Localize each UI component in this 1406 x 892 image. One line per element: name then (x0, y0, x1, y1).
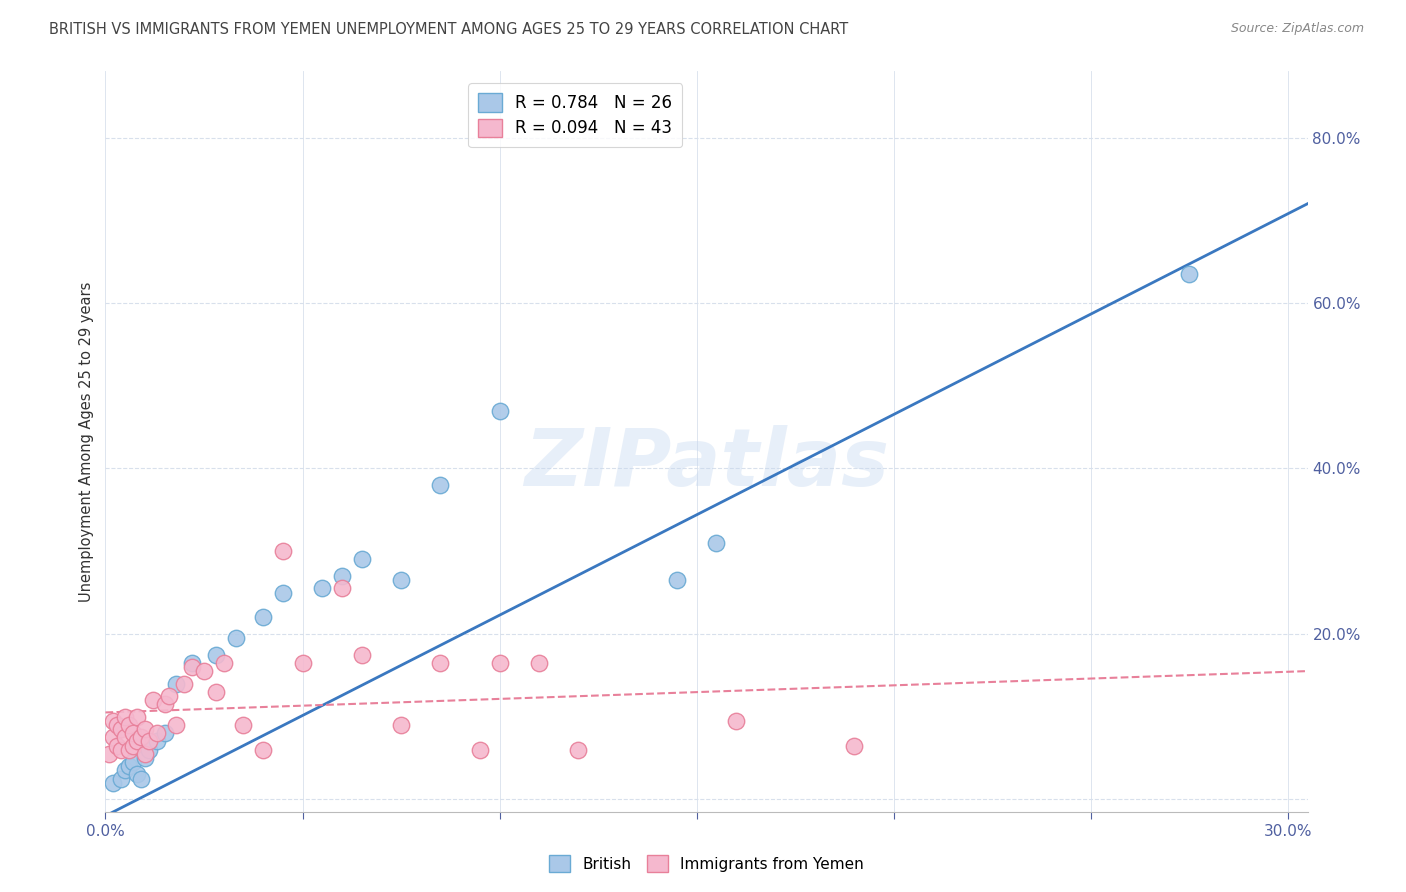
Point (114, 764, 136, 778)
Point (145, 726, 167, 740)
Point (350, 552, 373, 566)
Legend: British, Immigrants from Yemen: British, Immigrants from Yemen (543, 849, 870, 878)
Point (110, 722, 132, 736)
Point (204, 648, 226, 662)
Point (98, 747, 121, 761)
Point (181, 656, 204, 670)
Point (114, 731, 136, 745)
Point (567, 742, 589, 756)
Y-axis label: Unemployment Among Ages 25 to 29 years: Unemployment Among Ages 25 to 29 years (79, 281, 94, 602)
Point (122, 726, 145, 740)
Point (665, 573, 688, 587)
Point (125, 767, 148, 781)
Point (204, 685, 226, 699)
Point (118, 742, 141, 756)
Point (311, 582, 333, 596)
Point (114, 709, 136, 723)
Point (118, 718, 141, 732)
Point (142, 693, 165, 707)
Point (153, 697, 176, 711)
Point (844, 739, 866, 753)
Point (125, 709, 148, 723)
Point (103, 731, 125, 745)
Point (271, 544, 294, 558)
Point (165, 718, 187, 732)
Point (725, 714, 748, 728)
Point (138, 742, 160, 756)
Point (105, 739, 128, 753)
Point (291, 656, 314, 670)
Point (252, 742, 274, 756)
Point (145, 734, 167, 748)
Point (225, 631, 247, 645)
Point (232, 718, 254, 732)
Point (488, 403, 510, 417)
Point (212, 656, 235, 670)
Point (488, 656, 510, 670)
Point (103, 776, 125, 790)
Point (165, 676, 187, 690)
Text: ZIPatlas: ZIPatlas (524, 425, 889, 503)
Point (706, 536, 728, 550)
Point (389, 718, 412, 732)
Point (122, 755, 145, 769)
Point (252, 610, 274, 624)
Point (193, 664, 215, 678)
Point (122, 739, 145, 753)
Point (134, 722, 156, 736)
Point (389, 573, 412, 587)
Point (173, 676, 195, 690)
Point (134, 751, 156, 765)
Point (429, 656, 451, 670)
Text: Source: ZipAtlas.com: Source: ZipAtlas.com (1230, 22, 1364, 36)
Point (330, 569, 353, 583)
Point (103, 714, 125, 728)
Point (105, 718, 128, 732)
Point (153, 726, 176, 740)
Point (468, 742, 491, 756)
Point (110, 772, 132, 786)
Point (118, 759, 141, 773)
Text: BRITISH VS IMMIGRANTS FROM YEMEN UNEMPLOYMENT AMONG AGES 25 TO 29 YEARS CORRELAT: BRITISH VS IMMIGRANTS FROM YEMEN UNEMPLO… (49, 22, 848, 37)
Point (134, 747, 156, 761)
Point (129, 772, 152, 786)
Point (271, 585, 294, 599)
Point (129, 731, 152, 745)
Point (527, 656, 550, 670)
Point (125, 734, 148, 748)
Point (181, 660, 204, 674)
Point (429, 478, 451, 492)
Point (157, 689, 180, 703)
Point (138, 734, 160, 748)
Point (350, 648, 373, 662)
Point (330, 582, 353, 596)
Point (1178, 267, 1201, 281)
Point (110, 742, 132, 756)
